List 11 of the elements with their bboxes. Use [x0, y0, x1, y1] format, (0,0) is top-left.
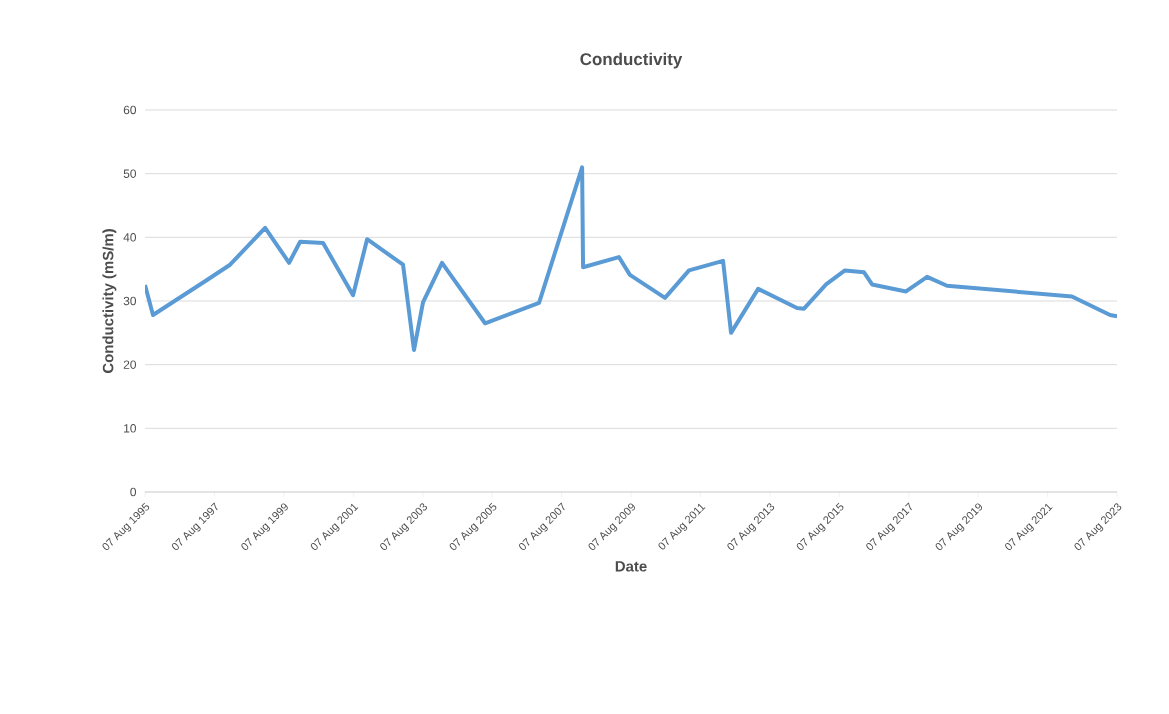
y-axis-title: Conductivity (mS/m) — [102, 229, 117, 374]
y-tick-label: 60 — [123, 105, 137, 115]
y-tick-label: 10 — [124, 424, 137, 433]
line-series — [145, 165, 1118, 353]
chart-title: Conductivity — [580, 52, 683, 69]
y-tick-label: 30 — [123, 296, 137, 306]
y-tick-label: 40 — [123, 233, 137, 242]
x-axis-title: Date — [615, 561, 647, 572]
y-tick-label: 50 — [123, 169, 137, 178]
y-tick-label: 0 — [130, 487, 137, 497]
y-tick-label: 20 — [123, 360, 137, 369]
